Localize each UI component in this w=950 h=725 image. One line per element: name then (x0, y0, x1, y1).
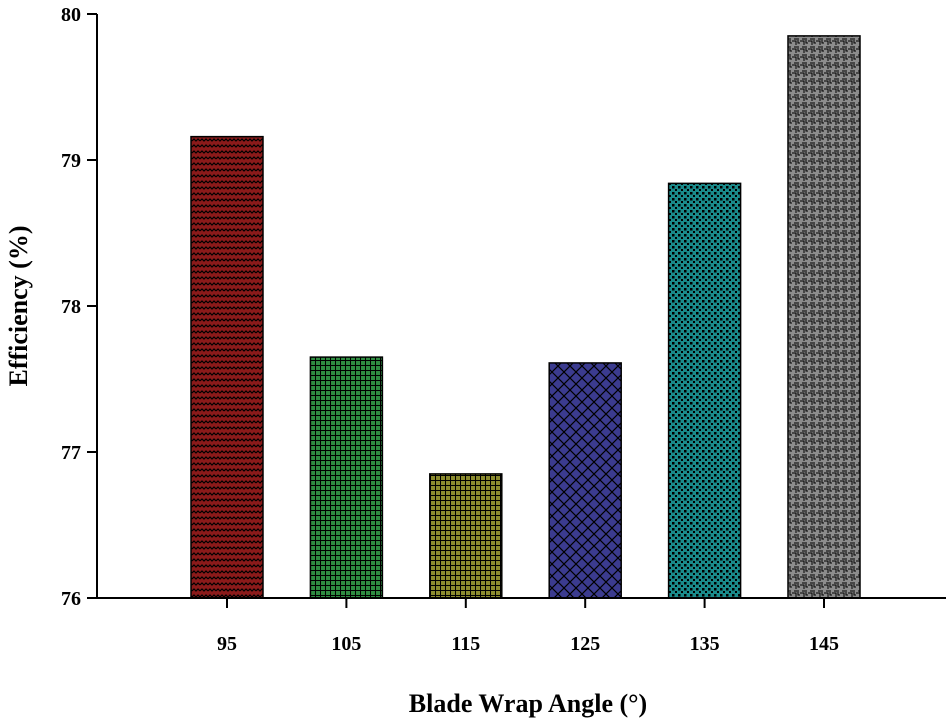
x-tick-label: 105 (331, 633, 361, 655)
x-tick-label: 125 (570, 633, 600, 655)
x-tick-label: 135 (690, 633, 720, 655)
y-tick-label: 76 (61, 588, 81, 610)
bar-135 (667, 182, 742, 599)
y-tick-label: 77 (61, 442, 81, 464)
x-tick-label: 115 (451, 633, 480, 655)
x-tick-label: 145 (809, 633, 839, 655)
x-tick-label: 95 (217, 633, 237, 655)
x-ticks-group: 95 105 115 125 135 145 (217, 598, 839, 655)
bar-145 (787, 35, 861, 599)
y-axis-label: Efficiency (%) (4, 225, 33, 386)
bar-125 (548, 362, 622, 599)
x-axis-label: Blade Wrap Angle (°) (409, 689, 647, 718)
y-tick-label: 80 (61, 4, 81, 26)
bar-105 (309, 356, 384, 599)
bar-115 (429, 473, 503, 599)
y-tick-label: 79 (61, 150, 81, 172)
y-ticks-group: 76 77 78 79 80 (61, 4, 97, 610)
bar-95 (190, 135, 264, 599)
y-tick-label: 78 (61, 296, 81, 318)
bars-group (190, 35, 861, 599)
